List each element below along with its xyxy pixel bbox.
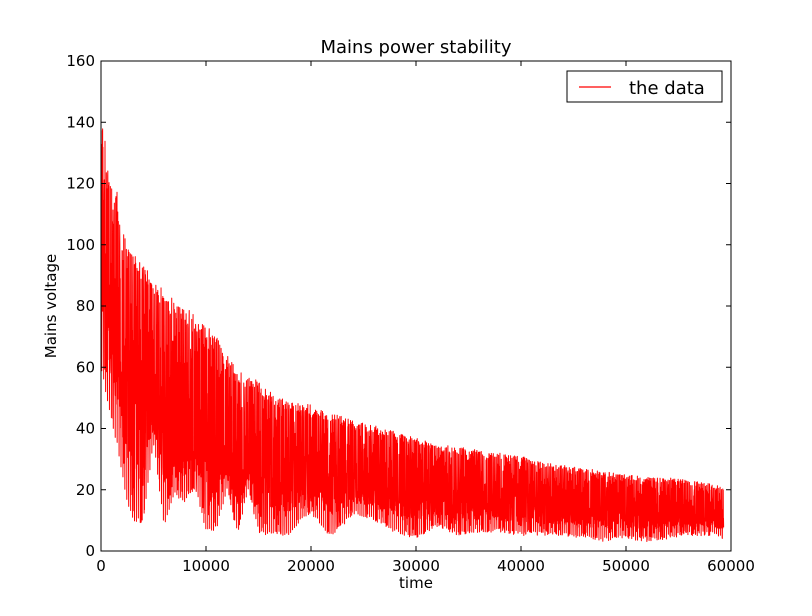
- legend-label-the-data: the data: [629, 78, 705, 99]
- x-tick-label: 0: [96, 557, 106, 575]
- x-tick-label: 20000: [287, 557, 335, 575]
- x-tick-label: 30000: [392, 557, 440, 575]
- axes-layer: 0 10000 20000 30000 40000 50000 60000 0 20 40 60 80…: [66, 52, 755, 575]
- legend: the data: [566, 70, 723, 103]
- y-axis-label: Mains voltage: [42, 254, 60, 358]
- y-tick-label: 140: [66, 113, 95, 131]
- y-tick-label: 60: [76, 358, 95, 376]
- chart-title: Mains power stability: [320, 37, 511, 58]
- y-tick-label: 0: [85, 542, 95, 560]
- x-tick-label: 40000: [497, 557, 545, 575]
- y-tick-label: 40: [76, 420, 95, 438]
- x-axis-label: time: [399, 574, 433, 592]
- x-tick-label: 10000: [182, 557, 230, 575]
- series-layer: [101, 115, 725, 542]
- y-tick-label: 160: [66, 52, 95, 70]
- x-tick-label: 50000: [602, 557, 650, 575]
- y-tick-label: 80: [76, 297, 95, 315]
- x-tick-label: 60000: [707, 557, 755, 575]
- y-tick-label: 120: [66, 175, 95, 193]
- y-tick-label: 100: [66, 236, 95, 254]
- y-tick-label: 20: [76, 481, 95, 499]
- series-line-the-data: [101, 115, 725, 542]
